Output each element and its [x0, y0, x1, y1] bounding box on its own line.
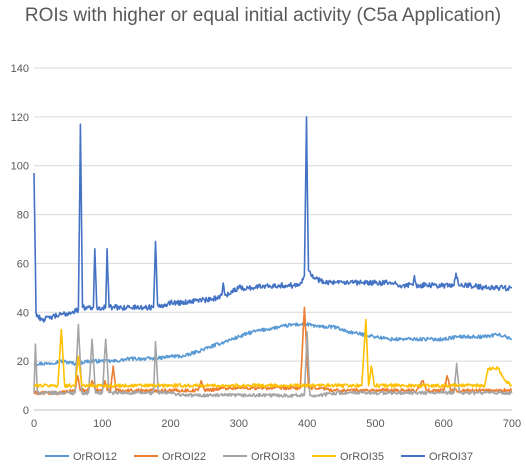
x-tick-label: 500 [366, 418, 384, 430]
legend-label-orroi33: OrROI33 [251, 451, 295, 463]
legend-label-orroi12: OrROI12 [73, 451, 117, 463]
y-tick-label: 120 [11, 112, 29, 124]
y-tick-label: 20 [17, 356, 29, 368]
x-tick-label: 100 [93, 418, 111, 430]
legend-label-orroi35: OrROI35 [340, 451, 384, 463]
y-tick-label: 60 [17, 258, 29, 270]
series-line-orroi22 [33, 306, 513, 396]
x-tick-label: 0 [31, 418, 37, 430]
series-line-orroi37 [33, 116, 513, 323]
y-tick-label: 140 [11, 63, 29, 75]
series-line-orroi12 [33, 322, 513, 366]
y-tick-label: 80 [17, 210, 29, 222]
chart-title: ROIs with higher or equal initial activi… [24, 5, 502, 26]
legend-label-orroi22: OrROI22 [162, 451, 206, 463]
y-tick-label: 40 [17, 307, 29, 319]
x-tick-label: 400 [298, 418, 316, 430]
legend-label-orroi37: OrROI37 [429, 451, 473, 463]
series-line-orroi35 [33, 318, 513, 389]
y-tick-label: 100 [11, 161, 29, 173]
x-tick-label: 200 [161, 418, 179, 430]
x-tick-label: 700 [503, 418, 521, 430]
series-line-orroi33 [33, 323, 513, 398]
x-tick-label: 300 [230, 418, 248, 430]
x-tick-label: 600 [435, 418, 453, 430]
y-tick-label: 0 [23, 405, 29, 417]
